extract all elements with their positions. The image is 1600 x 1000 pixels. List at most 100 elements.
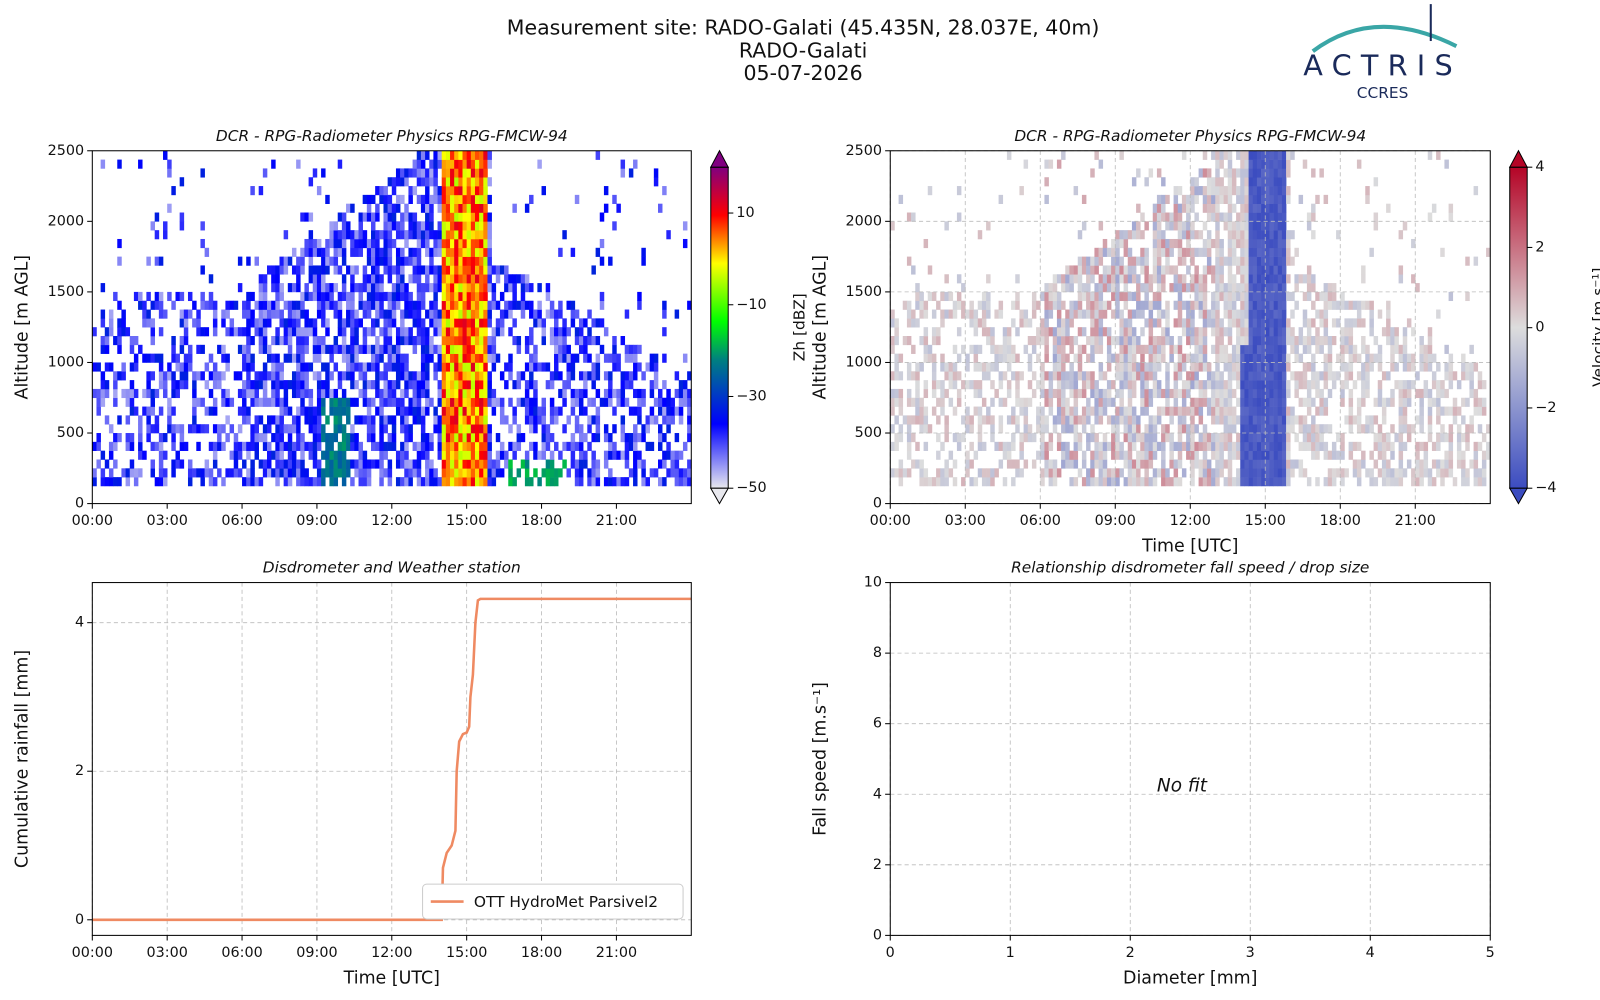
radar-pixel [499, 450, 505, 460]
radar-pixel [354, 265, 359, 275]
radar-pixel [104, 344, 110, 354]
radar-pixel [1315, 371, 1320, 381]
radar-pixel [1290, 415, 1295, 425]
radar-pixel [158, 327, 164, 337]
radar-pixel [1181, 468, 1187, 478]
radar-pixel [1202, 194, 1208, 204]
radar-pixel [1252, 203, 1258, 213]
radar-pixel [1411, 424, 1416, 434]
radar-pixel [1202, 168, 1208, 178]
radar-pixel [1040, 388, 1045, 399]
radar-pixel [337, 406, 343, 416]
radar-pixel [1369, 309, 1374, 319]
radar-pixel [1469, 362, 1474, 372]
radar-pixel [894, 433, 899, 443]
radar-pixel [1248, 265, 1254, 275]
radar-pixel [1286, 477, 1291, 487]
radar-pixel [1248, 318, 1254, 328]
radar-pixel [915, 397, 920, 407]
radar-pixel [1281, 256, 1287, 266]
radar-pixel [370, 194, 376, 204]
radar-pixel [379, 477, 384, 487]
radar-pixel [187, 424, 193, 434]
radar-pixel [549, 415, 555, 425]
radar-pixel [279, 459, 284, 469]
y-tick-label: 2500 [48, 143, 85, 159]
radar-pixel [1023, 406, 1029, 416]
radar-pixel [150, 459, 156, 469]
radar-pixel [1094, 433, 1099, 443]
radar-pixel [408, 212, 413, 222]
radar-pixel [558, 309, 563, 319]
radar-pixel [911, 265, 916, 275]
radar-pixel [537, 362, 542, 372]
radar-pixel [637, 415, 642, 425]
radar-pixel [466, 450, 472, 460]
radar-pixel [1102, 433, 1108, 443]
radar-pixel [1356, 300, 1362, 310]
radar-pixel [1202, 247, 1208, 257]
radar-pixel [416, 397, 422, 407]
radar-pixel [462, 247, 467, 257]
radar-pixel [458, 388, 463, 399]
radar-pixel [258, 415, 264, 425]
radar-pixel [1065, 309, 1070, 319]
radar-pixel [437, 150, 443, 160]
radar-pixel [1106, 441, 1112, 451]
radar-pixel [1273, 309, 1279, 319]
radar-pixel [504, 274, 509, 284]
radar-pixel [408, 291, 413, 302]
radar-pixel [1181, 441, 1187, 451]
radar-pixel [1231, 388, 1237, 399]
radar-pixel [608, 441, 613, 451]
radar-pixel [483, 362, 488, 372]
radar-pixel [931, 327, 937, 337]
radar-pixel [1219, 150, 1224, 160]
radar-pixel [1286, 238, 1291, 249]
radar-pixel [1044, 309, 1049, 319]
radar-pixel [279, 397, 284, 407]
radar-pixel [1223, 194, 1229, 204]
radar-pixel [1323, 194, 1329, 204]
radar-pixel [341, 477, 347, 487]
radar-pixel [1448, 406, 1454, 416]
radar-pixel [1261, 221, 1266, 231]
radar-pixel [391, 397, 397, 407]
radar-pixel [437, 203, 443, 213]
radar-pixel [400, 459, 405, 469]
radar-pixel [454, 459, 459, 469]
radar-pixel [308, 362, 314, 372]
radar-pixel [1123, 230, 1129, 240]
radar-pixel [454, 256, 459, 266]
radar-pixel [1286, 274, 1291, 284]
radar-pixel [437, 159, 443, 169]
radar-pixel [287, 256, 293, 266]
radar-pixel [1077, 353, 1083, 363]
radar-pixel [1023, 309, 1029, 319]
radar-pixel [1227, 353, 1233, 363]
radar-pixel [1456, 424, 1462, 434]
radar-pixel [1265, 468, 1270, 478]
radar-pixel [1190, 186, 1195, 196]
radar-pixel [462, 186, 467, 196]
radar-pixel [1323, 309, 1329, 319]
radar-pixel [383, 194, 388, 204]
radar-pixel [395, 300, 401, 310]
radar-pixel [491, 362, 497, 372]
radar-pixel [944, 424, 949, 434]
radar-pixel [450, 327, 455, 337]
radar-pixel [1202, 221, 1208, 231]
radar-pixel [470, 238, 476, 249]
radar-pixel [133, 468, 139, 478]
radar-pixel [262, 283, 268, 293]
radar-pixel [117, 327, 122, 337]
radar-pixel [1311, 336, 1316, 346]
radar-pixel [1102, 283, 1108, 293]
radar-pixel [986, 468, 991, 478]
radar-pixel [479, 283, 484, 293]
radar-pixel [1056, 371, 1062, 381]
radar-pixel [682, 353, 688, 363]
radar-pixel [578, 433, 584, 443]
radar-pixel [450, 468, 455, 478]
radar-pixel [936, 336, 941, 346]
